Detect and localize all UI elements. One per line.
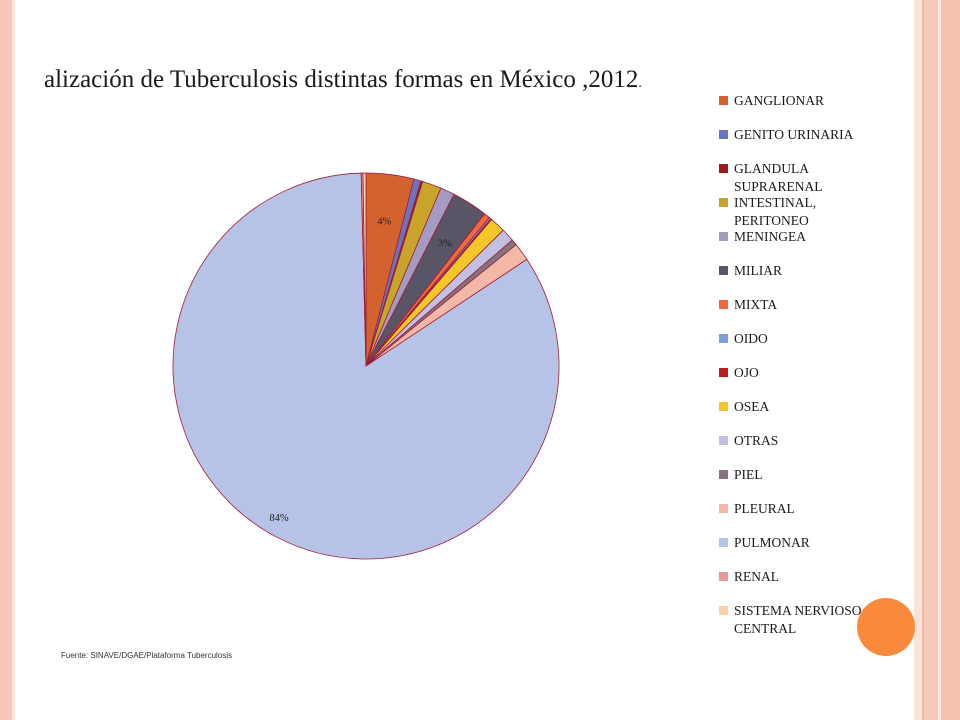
legend-item: GENITO URINARIA (719, 126, 884, 144)
legend-label: OIDO (734, 331, 768, 346)
legend-label: INTESTINAL, PERITONEO (734, 195, 817, 228)
legend-swatch (719, 266, 728, 275)
legend-item: OJO (719, 364, 884, 382)
legend-label: MILIAR (734, 263, 782, 278)
legend-item: MILIAR (719, 262, 884, 280)
legend-swatch (719, 402, 728, 411)
legend-item: OTRAS (719, 432, 884, 450)
legend-item: GANGLIONAR (719, 92, 884, 110)
legend-swatch (719, 198, 728, 207)
data-label-pulmonar: 84% (269, 513, 289, 524)
data-label-ganglionar: 4% (377, 216, 391, 227)
legend-swatch (719, 606, 728, 615)
left-frame-border (0, 0, 12, 720)
legend-item: MIXTA (719, 296, 884, 314)
legend-label: SISTEMA NERVIOSO CENTRAL (734, 603, 862, 636)
chart-title: alización de Tuberculosis distintas form… (44, 66, 642, 93)
legend-item: GLANDULA SUPRARENAL (719, 160, 884, 196)
legend-swatch (719, 334, 728, 343)
decorative-orange-circle (857, 598, 915, 656)
legend-label: MIXTA (734, 297, 778, 312)
legend-label: RENAL (734, 569, 779, 584)
legend-swatch (719, 538, 728, 547)
data-label-miliar: 3% (438, 238, 452, 249)
legend-swatch (719, 164, 728, 173)
legend-label: GLANDULA SUPRARENAL (734, 161, 823, 194)
legend-swatch (719, 470, 728, 479)
legend-item: MENINGEA (719, 228, 884, 246)
legend-swatch (719, 436, 728, 445)
pie-slice-sistema-nervioso-central (362, 172, 367, 367)
legend-swatch (719, 368, 728, 377)
legend-label: GANGLIONAR (734, 93, 824, 108)
legend-swatch (719, 504, 728, 513)
source-note: Fuente: SINAVE/DGAE/Plataforma Tuberculo… (61, 651, 233, 660)
legend-label: PULMONAR (734, 535, 810, 550)
legend-item: PLEURAL (719, 500, 884, 518)
legend-swatch (719, 232, 728, 241)
left-frame-inner-border (12, 0, 15, 720)
legend-swatch (719, 96, 728, 105)
legend-swatch (719, 300, 728, 309)
legend-label: GENITO URINARIA (734, 127, 854, 142)
legend-label: PLEURAL (734, 501, 795, 516)
legend-label: OJO (734, 365, 759, 380)
pie-slice-pulmonar (172, 172, 560, 560)
legend-item: RENAL (719, 568, 884, 586)
legend-label: OTRAS (734, 433, 779, 448)
legend-label: OSEA (734, 399, 770, 414)
legend-label: PIEL (734, 467, 763, 482)
legend-item: PIEL (719, 466, 884, 484)
legend-swatch (719, 130, 728, 139)
legend-item: OSEA (719, 398, 884, 416)
legend-item: SISTEMA NERVIOSO CENTRAL (719, 602, 884, 638)
legend-item: INTESTINAL, PERITONEO (719, 194, 884, 230)
right-frame-stripes (914, 0, 960, 720)
legend-item: OIDO (719, 330, 884, 348)
legend-swatch (719, 572, 728, 581)
legend-item: PULMONAR (719, 534, 884, 552)
legend-label: MENINGEA (734, 229, 806, 244)
